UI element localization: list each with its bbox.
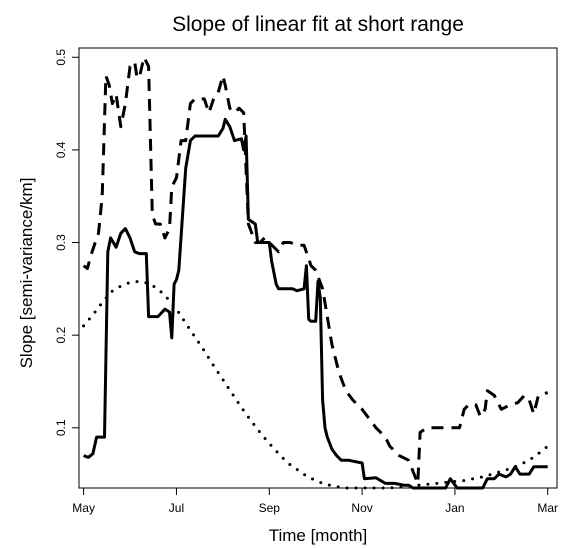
x-tick-label-4: Jan [445, 501, 464, 515]
x-axis: May Jul Sep Nov Jan Mar [72, 488, 558, 515]
x-tick-label-0: May [72, 501, 95, 515]
series-line-2-dashed [82, 55, 549, 485]
series-line-1-solid [83, 117, 548, 490]
y-tick-label-0: 0.1 [54, 419, 68, 436]
x-tick-label-5: Mar [537, 501, 558, 515]
x-tick-label-1: Jul [169, 501, 184, 515]
y-tick-label-4: 0.5 [54, 49, 68, 66]
y-tick-label-1: 0.2 [54, 326, 68, 343]
x-tick-label-2: Sep [259, 501, 281, 515]
y-axis-label: Slope [semi-variance/km] [17, 178, 36, 369]
y-tick-label-3: 0.4 [54, 141, 68, 158]
x-axis-label: Time [month] [269, 526, 368, 545]
y-tick-label-2: 0.3 [54, 234, 68, 251]
plot-frame [78, 47, 558, 489]
series-layer [82, 55, 550, 490]
chart-title: Slope of linear fit at short range [172, 13, 464, 36]
x-tick-label-3: Nov [351, 501, 372, 515]
series-line-3-dotted [82, 279, 550, 490]
y-axis: 0.1 0.2 0.3 0.4 0.5 [54, 49, 79, 436]
